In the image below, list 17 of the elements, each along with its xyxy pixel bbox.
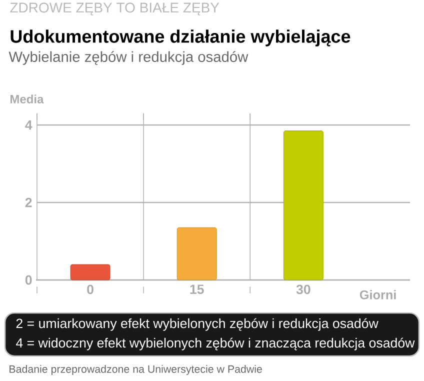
x-tick-label: 30 [296, 284, 310, 294]
bar [176, 227, 217, 280]
text: Badanie przeprowadzone na Uniwersytecie w Padwie [10, 365, 262, 375]
text: ZDROWE ZĘBY TO BIAŁE ZĘBY [10, 2, 220, 16]
x-axis-title: Giorni [360, 290, 396, 300]
x-tick-label: 15 [190, 284, 204, 294]
y-tick-label: 4 [25, 120, 32, 130]
y-axis-title: Media [10, 94, 44, 104]
text: 4 = widoczny efekt wybielonych zębów i znacząca redukcja osadów [16, 338, 415, 350]
chart-title: Udokumentowane działanie wybielające [10, 30, 350, 46]
bar [70, 264, 110, 280]
y-tick-label: 0 [25, 275, 32, 285]
y-tick-label: 2 [25, 198, 32, 208]
bar [283, 130, 324, 280]
x-tick-label: 0 [87, 284, 94, 294]
chart-subtitle: Wybielanie zębów i redukcja osadów [8, 51, 248, 65]
text: 2 = umiarkowany efekt wybielonych zębów i redukcja osadów [16, 318, 378, 331]
